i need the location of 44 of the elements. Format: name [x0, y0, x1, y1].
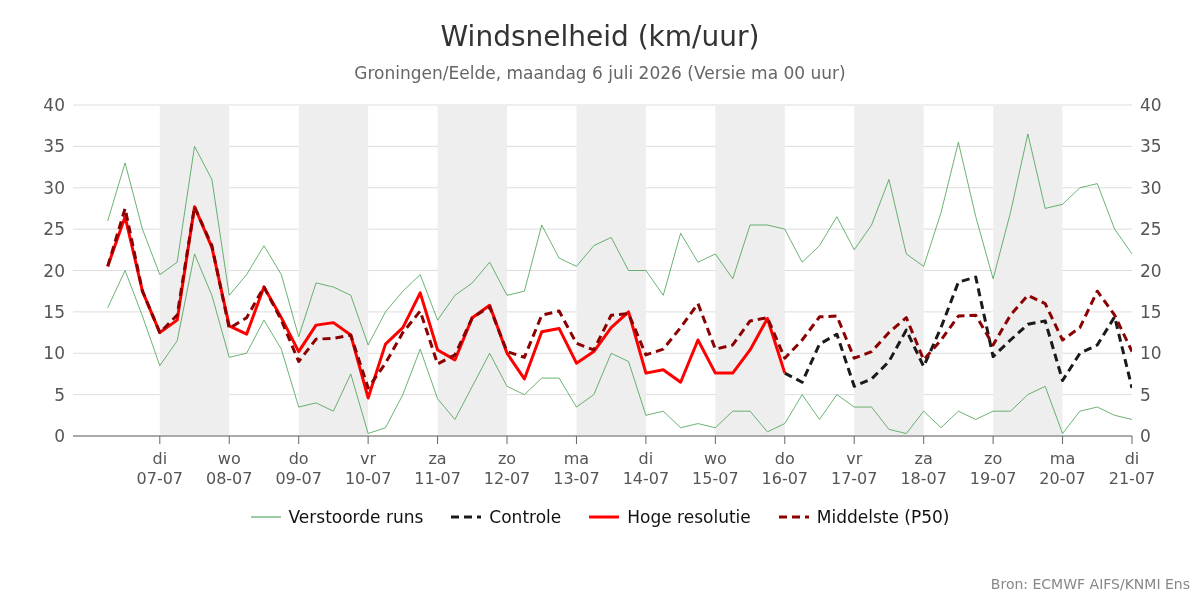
y-tick-label: 10 — [43, 343, 65, 364]
line-series — [783, 275, 1132, 390]
x-tick-label: za 18-07 — [900, 449, 947, 488]
y2-tick-label: 25 — [1140, 219, 1162, 240]
legend-label: Hoge resolutie — [627, 507, 751, 527]
y2-tick-label: 10 — [1140, 343, 1162, 364]
chart-subtitle: Groningen/Eelde, maandag 6 juli 2026 (Versie ma 00 uur) — [353, 63, 847, 83]
y-tick-label: 0 — [54, 426, 65, 447]
y-tick-label: 5 — [54, 384, 65, 405]
line-series — [107, 133, 1132, 346]
x-tick-label: vr 10-07 — [344, 449, 392, 488]
text: Bron: ECMWF AIFS/KNMI Ens — [990, 576, 1190, 592]
x-tick-label: di 07-07 — [136, 449, 184, 488]
x-tick-label: ma 13-07 — [553, 449, 600, 488]
x-tick-label: di 21-07 — [1108, 449, 1156, 488]
y-tick-label: 25 — [43, 219, 65, 240]
x-tick-label: wo 08-07 — [206, 449, 253, 488]
x-tick-label: za 11-07 — [414, 449, 461, 488]
line-series — [107, 253, 1132, 435]
x-tick-label: di 14-07 — [622, 449, 670, 488]
x-tick-label: zo 12-07 — [483, 449, 531, 488]
legend-label: Controle — [489, 507, 562, 527]
y2-tick-label: 20 — [1140, 260, 1162, 281]
chart-title: Windsnelheid (km/uur) — [439, 19, 761, 53]
y2-tick-label: 35 — [1140, 136, 1162, 157]
y2-tick-label: 40 — [1140, 95, 1162, 116]
x-tick-label: ma 20-07 — [1039, 449, 1086, 488]
line-series — [106, 205, 1132, 390]
y2-tick-label: 5 — [1140, 384, 1151, 405]
y-tick-label: 15 — [43, 301, 65, 322]
x-tick-label: zo 19-07 — [969, 449, 1017, 488]
y-tick-label: 30 — [43, 177, 65, 198]
y-tick-label: 20 — [43, 260, 65, 281]
y-tick-label: 35 — [43, 136, 65, 157]
y2-tick-label: 0 — [1140, 426, 1151, 447]
x-tick-label: wo 15-07 — [692, 449, 739, 488]
y-tick-label: 40 — [43, 95, 65, 116]
x-tick-label: do 09-07 — [275, 449, 322, 488]
legend-label: Verstoorde runs — [288, 507, 424, 527]
x-tick-label: vr 17-07 — [830, 449, 878, 488]
legend-label: Middelste (P50) — [816, 507, 950, 527]
y2-tick-label: 15 — [1140, 301, 1162, 322]
y2-tick-label: 30 — [1140, 177, 1162, 198]
x-tick-label: do 16-07 — [761, 449, 809, 488]
